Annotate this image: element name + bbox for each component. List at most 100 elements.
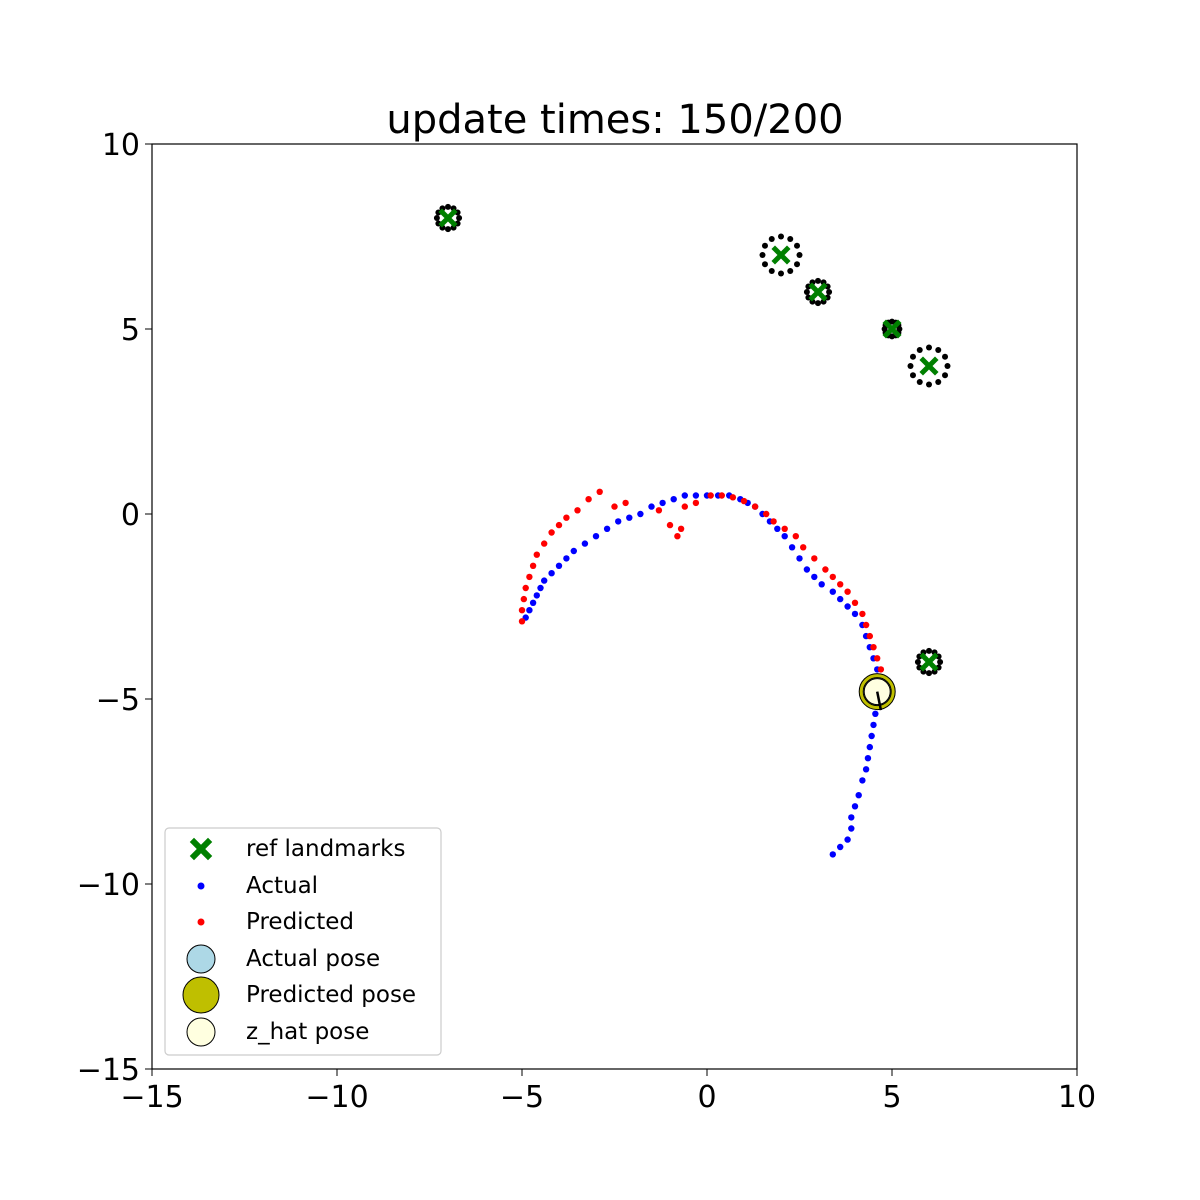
landmark-ring-point [778, 270, 784, 277]
actual-point [811, 573, 818, 581]
predicted-point [522, 584, 529, 592]
actual-point [844, 603, 851, 610]
actual-point [781, 533, 788, 540]
landmark-ring-point [796, 252, 803, 258]
legend-label-ref-landmarks: ref landmarks [246, 836, 405, 862]
actual-point [555, 562, 563, 569]
predicted-point [707, 492, 714, 499]
predicted-point [862, 621, 870, 629]
landmark-ring-point [935, 346, 942, 353]
landmark-ring-point [761, 261, 768, 268]
landmark-ring-point [815, 300, 821, 307]
predicted-point [533, 551, 540, 558]
predicted-point [677, 525, 685, 532]
landmark-ring-point [794, 261, 801, 268]
predicted-point [666, 521, 674, 529]
actual-point [581, 540, 589, 547]
landmark-ring-point [916, 379, 923, 386]
predicted-point [844, 588, 851, 595]
landmark-ring-point [759, 252, 766, 258]
legend: ref landmarks Actual Predicted Actual po… [164, 827, 442, 1056]
predicted-point [518, 607, 526, 614]
landmark-ring-point [907, 363, 914, 369]
landmark-ring-point [926, 647, 932, 654]
y-tick-label: 5 [121, 313, 140, 348]
landmark-ring-point [942, 353, 949, 360]
legend-marker-predicted-pose [182, 976, 220, 1014]
landmark-marker [882, 319, 902, 339]
predicted-point [526, 573, 533, 581]
actual-point [851, 803, 859, 810]
legend-label-predicted: Predicted [246, 909, 354, 935]
predicted-point [859, 610, 866, 618]
predicted-point [596, 488, 603, 495]
predicted-point [520, 595, 528, 603]
landmark-ring-point [787, 235, 794, 242]
landmark-ring-point [942, 372, 949, 379]
actual-point [855, 792, 862, 799]
predicted-point [718, 492, 725, 499]
actual-point [818, 581, 825, 588]
y-tick-label: −10 [77, 868, 140, 903]
landmark-ring-point [815, 277, 821, 284]
actual-point [837, 595, 844, 603]
legend-marker-ref-landmarks [189, 837, 213, 861]
predicted-point [751, 503, 759, 510]
landmark-ring-point [778, 233, 784, 240]
predicted-point [622, 499, 629, 507]
actual-point [533, 592, 540, 599]
actual-point [868, 732, 875, 740]
landmark-ring-point [909, 353, 916, 360]
actual-point [803, 566, 811, 573]
chart-title: update times: 150/200 [386, 97, 843, 143]
x-tick-label: −10 [305, 1080, 368, 1115]
predicted-point [563, 514, 570, 521]
actual-point [692, 492, 700, 499]
landmark-ring-point [803, 289, 810, 295]
actual-point [681, 492, 688, 499]
predicted-point [555, 521, 563, 529]
landmark-ring-point [926, 344, 932, 351]
actual-point [648, 503, 655, 510]
landmark-ring-point [935, 379, 942, 386]
actual-point [615, 518, 622, 525]
landmark-marker [919, 356, 939, 376]
predicted-point [822, 566, 829, 573]
y-tick-label: −5 [96, 683, 140, 718]
actual-point [637, 510, 644, 518]
actual-point [851, 610, 859, 618]
plot-frame [151, 143, 1078, 1070]
predicted-point [681, 503, 688, 510]
landmark-ring-point [926, 381, 932, 388]
predicted-point [874, 655, 881, 662]
landmark-ring-point [787, 268, 794, 275]
actual-point [837, 843, 844, 851]
predicted-point [729, 494, 737, 501]
predicted-point [541, 540, 548, 547]
predicted-point [763, 510, 770, 518]
actual-point [870, 721, 877, 729]
landmark-ring-point [909, 372, 916, 379]
actual-point [548, 570, 555, 577]
legend-label-zhat-pose: z_hat pose [246, 1019, 369, 1045]
x-tick-label: −15 [120, 1080, 183, 1115]
axis-ticks: −15 −10 −5 0 5 10 −15 −10 −5 0 5 10 [77, 128, 1096, 1115]
predicted-point [851, 599, 859, 606]
actual-point [829, 851, 836, 858]
predicted-point [870, 644, 877, 651]
actual-point [659, 499, 666, 507]
landmark-ring-point [445, 203, 451, 210]
predicted-point [674, 533, 681, 540]
legend-marker-zhat-pose [186, 1017, 216, 1047]
predicted-point [792, 533, 799, 540]
predicted-point [800, 544, 807, 551]
predicted-point [655, 507, 663, 514]
predicted-point [692, 499, 700, 507]
actual-point [670, 496, 677, 503]
actual-point [541, 577, 548, 584]
legend-label-actual: Actual [246, 873, 318, 899]
actual-point [796, 555, 803, 562]
actual-point [570, 547, 577, 555]
predicted-point [770, 518, 777, 525]
